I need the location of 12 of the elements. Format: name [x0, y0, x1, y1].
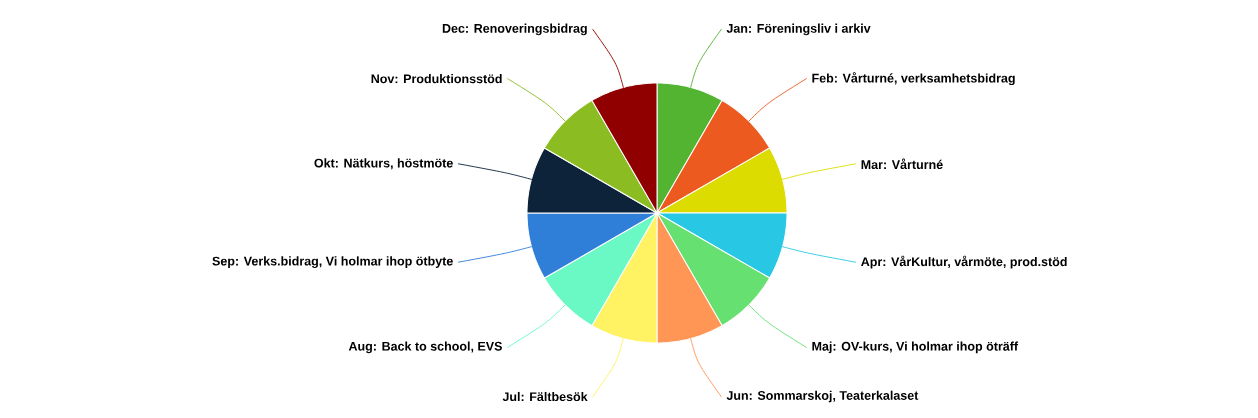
slice-label: Dec: Renoveringsbidrag — [442, 23, 587, 36]
slice-label: Nov: Produktionsstöd — [371, 74, 502, 84]
slice-label: Feb: Vårturné, verksamhetsbidrag — [812, 72, 1015, 86]
slice-label: Apr: VårKultur, vårmöte, prod.stöd — [861, 255, 1067, 269]
slice-label: Mar: Vårturné — [861, 158, 943, 170]
slice-label: Okt: Nätkurs, höstmöte — [314, 158, 453, 170]
slice-label: Jul: Fältbesök — [502, 391, 588, 402]
slice-label: Sep: Verks.bidrag, Vi holmar ihop ötbyte — [212, 256, 453, 269]
slice-label: Jan: Föreningsliv i arkiv — [726, 23, 871, 36]
slice-label: Aug: Back to school, EVS — [348, 341, 502, 354]
slice-label: Maj: OV-kurs, Vi holmar ihop öträff — [812, 341, 1019, 354]
slice-label: Jun: Sommarskoj, Teaterkalaset — [726, 390, 919, 403]
